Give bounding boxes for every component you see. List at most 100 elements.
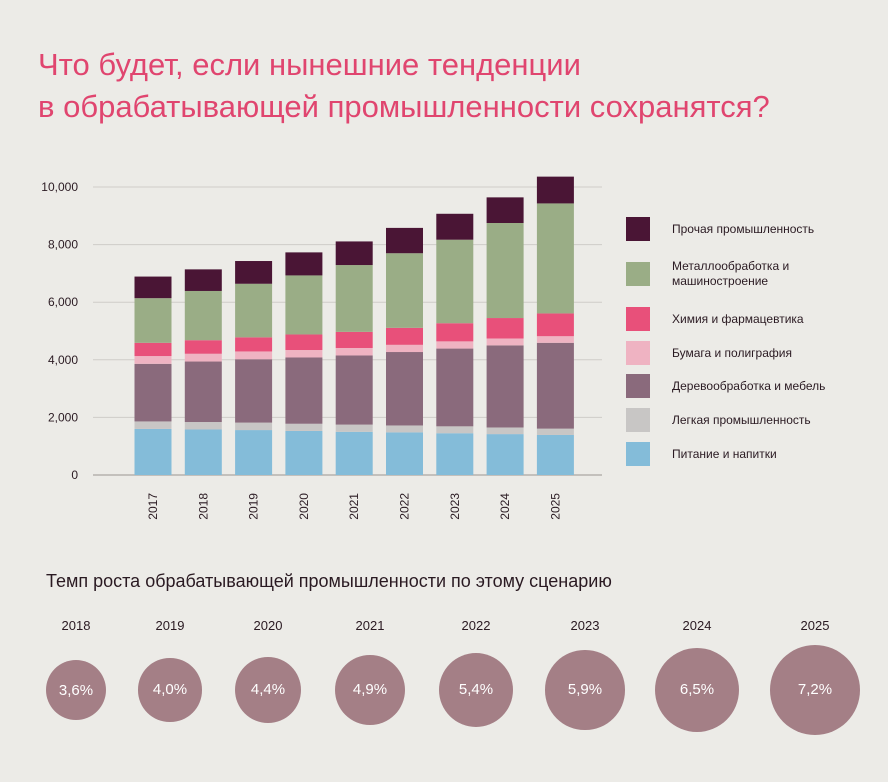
bar-segment [486, 197, 524, 223]
bar-segment [184, 340, 222, 354]
legend-swatch [626, 307, 650, 331]
bar-segment [486, 434, 524, 475]
bar-segment [235, 283, 273, 338]
bar-segment [486, 318, 524, 339]
legend-swatch [626, 217, 650, 241]
bar-segment [335, 347, 373, 356]
legend-swatch [626, 374, 650, 398]
legend-item: Питание и напитки [626, 442, 842, 466]
growth-circle: 7,2% [770, 645, 860, 735]
bar-segment [386, 253, 423, 328]
bar-segment [285, 423, 323, 431]
x-tick-label: 2023 [448, 493, 462, 520]
bar-segment [436, 239, 474, 324]
bar-segment [386, 425, 423, 433]
legend-label: Питание и напитки [672, 446, 777, 461]
bar-segment [335, 241, 373, 266]
bar-segment [235, 351, 273, 360]
legend-swatch [626, 262, 650, 286]
growth-circle: 3,6% [46, 660, 106, 720]
bar-segment [134, 276, 172, 299]
y-tick-label: 4,000 [48, 353, 78, 367]
bar-segment [285, 275, 323, 335]
bar-segment [536, 203, 574, 314]
growth-year: 2019 [155, 618, 185, 633]
x-tick-label: 2020 [297, 493, 311, 520]
bar-segment [335, 265, 373, 332]
bar-segment [486, 427, 524, 435]
growth-year: 2024 [682, 618, 712, 633]
x-tick-label: 2018 [196, 493, 210, 520]
legend-item: Легкая промышленность [626, 408, 842, 432]
bar-segment [536, 336, 574, 343]
y-tick-label: 6,000 [48, 295, 78, 309]
stacked-bar-chart: 0 2,000 4,000 6,000 8,000 10,000 2017 2018 2019 2… [41, 176, 602, 520]
x-tick-label: 2017 [146, 493, 160, 520]
legend-label: Деревообработка и мебель [672, 378, 826, 393]
growth-circle: 6,5% [654, 647, 740, 733]
bar-segment [386, 344, 423, 353]
legend-label: Прочая промышленность [672, 221, 815, 236]
legend-label: Бумага и полиграфия [672, 345, 792, 360]
bar-segment [335, 331, 373, 348]
legend-item: Металлообработка и машиностроение [626, 259, 842, 289]
page-title: Что будет, если нынешние тенденции в обр… [38, 44, 770, 128]
bar-segment [335, 431, 373, 475]
title-line-1: Что будет, если нынешние тенденции [38, 47, 581, 82]
x-tick-label: 2022 [398, 493, 412, 520]
bar-segment [335, 424, 373, 432]
legend-label: Легкая промышленность [672, 412, 811, 427]
growth-circle: 5,4% [438, 652, 514, 728]
bar-segment [536, 428, 574, 435]
bar-segment [184, 429, 222, 475]
bar-segment [184, 361, 222, 423]
bar-segment [486, 345, 524, 428]
legend-label: Химия и фармацевтика [672, 311, 804, 326]
y-tick-label: 10,000 [41, 180, 78, 194]
y-tick-label: 8,000 [48, 238, 78, 252]
bar-segment [386, 352, 423, 426]
bar-segment [436, 213, 474, 240]
growth-circle: 4,4% [234, 656, 302, 724]
bar-segment [536, 342, 574, 429]
bar-segment [235, 359, 273, 423]
x-tick-label: 2024 [498, 493, 512, 520]
bar-segment [235, 422, 273, 431]
x-tick-label: 2025 [548, 493, 562, 520]
legend-swatch [626, 442, 650, 466]
bar-segment [536, 176, 574, 204]
bar-segment [386, 327, 423, 345]
bar-segment [536, 313, 574, 337]
bar-segment [285, 350, 323, 358]
y-tick-label: 2,000 [48, 410, 78, 424]
legend-item: Деревообработка и мебель [626, 374, 842, 398]
growth-year: 2023 [570, 618, 600, 633]
bar-segment [134, 363, 172, 422]
growth-subtitle: Темп роста обрабатывающей промышленности… [46, 571, 612, 591]
growth-year: 2020 [253, 618, 283, 633]
bar-segment [235, 337, 273, 352]
bar-segment [436, 323, 474, 342]
bar-segment [184, 269, 222, 291]
bar-segment [436, 348, 474, 427]
growth-year: 2025 [800, 618, 830, 633]
bar-segment [134, 421, 172, 429]
growth-year: 2022 [461, 618, 491, 633]
growth-circle: 4,0% [138, 658, 202, 722]
bar-segment [134, 356, 172, 364]
bar-segment [285, 430, 323, 475]
legend-swatch [626, 408, 650, 432]
bar-segment [536, 434, 574, 475]
title-line-2: в обрабатывающей промышленности сохранят… [38, 89, 770, 124]
bar-segment [436, 426, 474, 434]
bar-segment [436, 341, 474, 349]
x-tick-label: 2021 [347, 493, 361, 520]
bar-segment [134, 342, 172, 357]
bar-segment [386, 432, 423, 475]
bar-segment [134, 298, 172, 343]
bar-segment [235, 261, 273, 284]
bar-segment [285, 357, 323, 424]
bar-segment [184, 353, 222, 362]
bar-segment [184, 422, 222, 430]
legend-item: Химия и фармацевтика [626, 307, 842, 331]
